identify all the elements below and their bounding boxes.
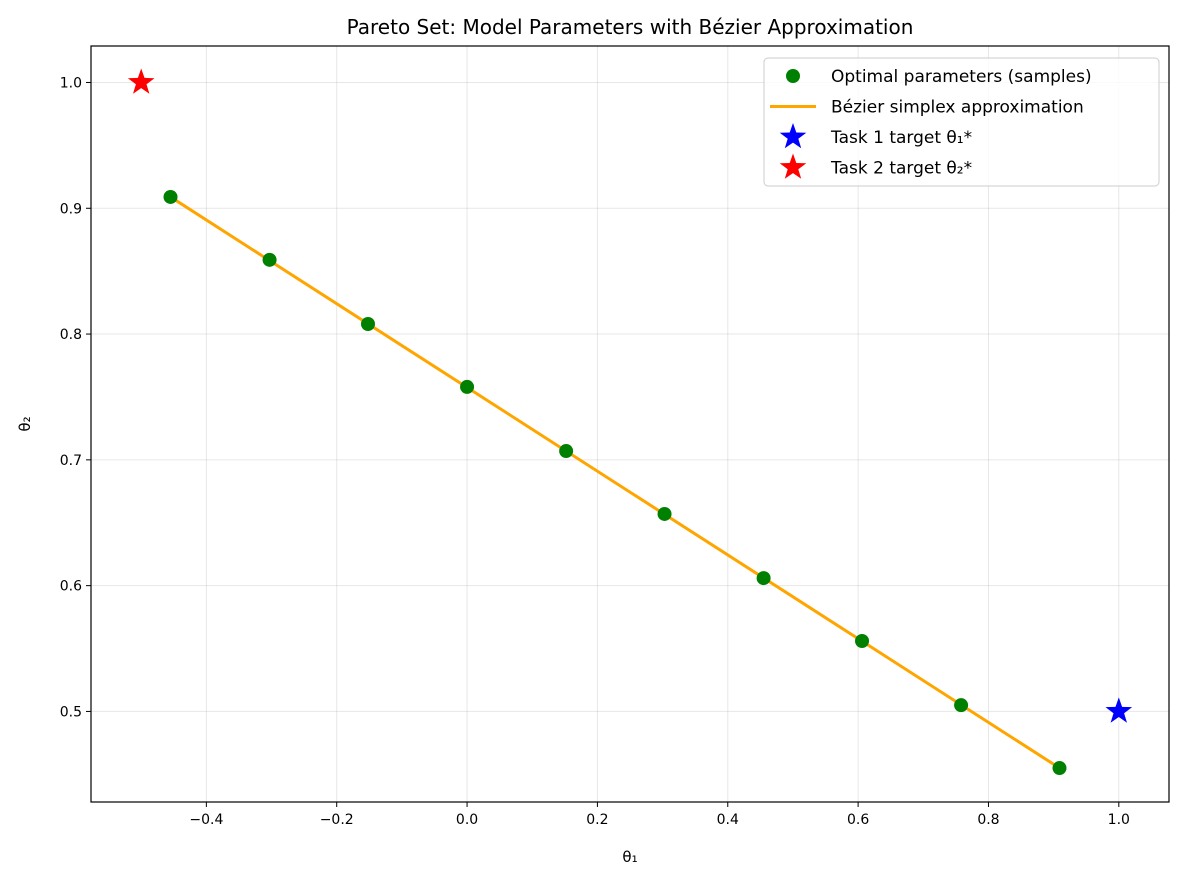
y-axis-label: θ₂: [16, 416, 34, 431]
legend-label: Optimal parameters (samples): [831, 67, 1092, 87]
sample-point: [855, 633, 870, 648]
x-tick-label: 0.8: [977, 812, 999, 828]
sample-point: [360, 316, 375, 331]
sample-point: [756, 571, 771, 586]
legend-label: Task 2 target θ₂*: [830, 159, 972, 179]
y-tick-label: 0.7: [60, 453, 82, 469]
x-tick-label: 0.4: [717, 812, 739, 828]
bezier-line: [169, 195, 1061, 770]
legend-label: Task 1 target θ₁*: [830, 128, 972, 148]
legend-marker-star: [779, 153, 807, 179]
sample-point: [657, 506, 672, 521]
sample-point: [1052, 761, 1067, 776]
x-tick-label: 0.2: [586, 812, 608, 828]
sample-point: [559, 444, 574, 459]
legend-label: Bézier simplex approximation: [831, 98, 1084, 118]
y-tick-label: 0.5: [60, 704, 82, 720]
x-tick-label: 0.6: [847, 812, 869, 828]
legend-marker-star: [779, 123, 807, 149]
y-tick-label: 0.9: [60, 201, 82, 217]
chart-title: Pareto Set: Model Parameters with Bézier…: [347, 15, 914, 39]
sample-point: [460, 379, 475, 394]
legend-marker-samples: [786, 69, 800, 83]
x-tick-label: −0.2: [320, 812, 354, 828]
sample-point: [163, 189, 178, 204]
target-star: [1105, 697, 1133, 723]
x-axis-label: θ₁: [622, 848, 637, 866]
axes-frame: [90, 45, 1170, 803]
x-tick-label: 1.0: [1108, 812, 1130, 828]
target-star: [127, 68, 155, 94]
sample-point: [262, 252, 277, 267]
sample-point: [954, 698, 969, 713]
y-tick-label: 1.0: [60, 75, 82, 91]
x-tick-label: −0.4: [189, 812, 223, 828]
x-tick-label: 0.0: [456, 812, 478, 828]
y-tick-label: 0.8: [60, 327, 82, 343]
legend: [763, 57, 1160, 187]
y-tick-label: 0.6: [60, 579, 82, 595]
